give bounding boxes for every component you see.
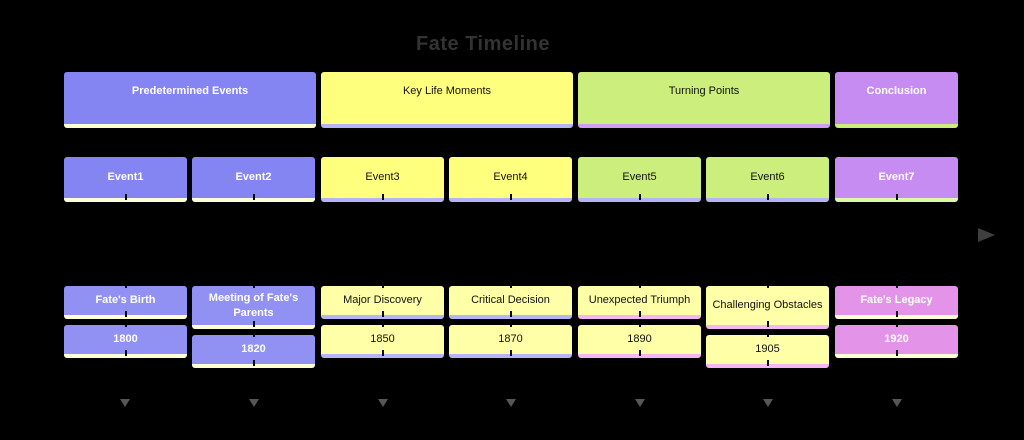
event-title: Challenging Obstacles [712,299,823,311]
period-label: Event4 [493,171,528,183]
event-year-box: 1800 [64,323,187,358]
event-year-box: 1820 [192,333,315,368]
period-label: Event7 [878,171,915,183]
period-box-event3: Event3 [321,157,444,202]
event-title-box: Unexpected Triumph [578,284,701,319]
event-year: 1850 [370,333,395,345]
column-arrow-icon [763,399,773,407]
period-box-event1: Event1 [64,157,187,202]
section-box-conclusion: Conclusion [835,72,958,128]
event-year: 1905 [755,343,780,355]
column-arrow-icon [892,399,902,407]
diagram-title: Fate Timeline [416,33,550,55]
period-label: Event3 [365,171,400,183]
period-label: Event6 [750,171,785,183]
event-year: 1890 [627,333,652,345]
event-title-box: Fate's Legacy [835,284,958,319]
event-year-box: 1905 [706,333,829,368]
timeline-axis-arrow-icon [978,228,995,242]
event-title-box: Meeting of Fate's Parents [192,284,315,329]
period-label: Event1 [107,171,144,183]
event-year: 1870 [498,333,523,345]
section-label: Conclusion [866,85,927,97]
event-year-box: 1870 [449,323,572,358]
event-title: Critical Decision [471,294,550,306]
event-year: 1920 [884,333,909,345]
event-year: 1820 [241,343,266,355]
period-box-event4: Event4 [449,157,572,202]
column-arrow-icon [635,399,645,407]
column-arrow-icon [378,399,388,407]
section-label: Turning Points [668,85,740,97]
event-title: Major Discovery [343,294,422,306]
event-title-box: Fate's Birth [64,284,187,319]
period-label: Event5 [622,171,657,183]
event-title: Fate's Birth [95,294,156,306]
period-label: Event2 [235,171,272,183]
event-title: Meeting of Fate's Parents [208,291,299,319]
event-year: 1800 [113,333,138,345]
period-box-event5: Event5 [578,157,701,202]
column-arrow-icon [249,399,259,407]
section-label: Key Life Moments [402,85,492,97]
section-box-turning-points: Turning Points [578,72,830,128]
event-year-box: 1890 [578,323,701,358]
period-box-event2: Event2 [192,157,315,202]
column-arrow-icon [120,399,130,407]
event-title: Fate's Legacy [860,294,933,306]
section-box-predetermined-events: Predetermined Events [64,72,316,128]
period-box-event7: Event7 [835,157,958,202]
column-arrow-icon [506,399,516,407]
event-title: Unexpected Triumph [588,294,691,306]
event-title-box: Challenging Obstacles [706,284,829,329]
event-title-box: Critical Decision [449,284,572,319]
section-box-key-life-moments: Key Life Moments [321,72,573,128]
period-box-event6: Event6 [706,157,829,202]
event-title-box: Major Discovery [321,284,444,319]
event-year-box: 1920 [835,323,958,358]
event-year-box: 1850 [321,323,444,358]
section-label: Predetermined Events [131,85,249,97]
